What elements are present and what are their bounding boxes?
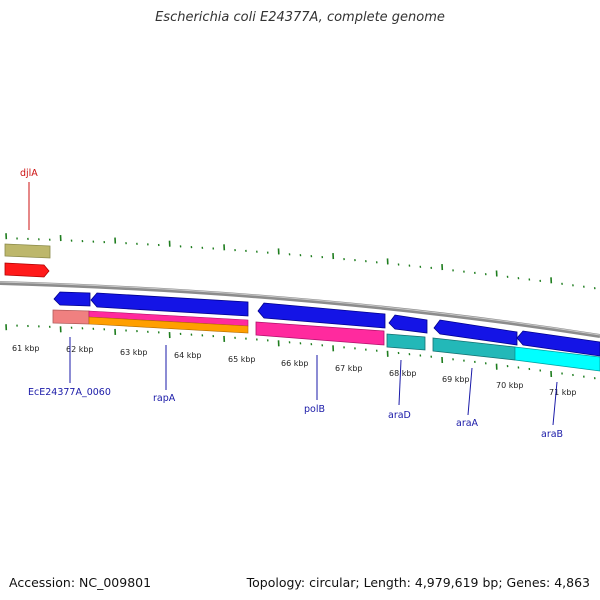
gene-label-araD: araD	[388, 410, 411, 421]
djlA-feature-khaki	[4, 243, 51, 259]
leader-line-araB	[552, 381, 558, 426]
kbp-label: 70 kbp	[496, 381, 524, 390]
cds-arrow-araB	[516, 330, 600, 357]
kbp-label-track: 61 kbp 62 kbp 63 kbp 64 kbp 65 kbp 66 kb…	[12, 344, 577, 397]
feature-salmon	[52, 309, 90, 325]
kbp-label: 68 kbp	[389, 369, 417, 378]
feature-orange-rapA	[88, 316, 249, 334]
inner-tick-track	[5, 324, 596, 380]
gene-label-araA: araA	[456, 418, 479, 429]
kbp-label: 61 kbp	[12, 344, 40, 353]
kbp-label: 66 kbp	[281, 359, 309, 368]
kbp-label: 63 kbp	[120, 348, 148, 357]
gene-label-rapA: rapA	[153, 393, 176, 404]
leader-line-araA	[467, 367, 473, 416]
gene-label-araB: araB	[541, 429, 563, 440]
feature-teal-araD	[386, 333, 426, 351]
gene-label-EcE24377A_0060: EcE24377A_0060	[28, 387, 111, 398]
gene-label-polB: polB	[304, 404, 325, 415]
genome-backbone-highlight	[0, 281, 600, 336]
gene-leader-lines	[28, 182, 558, 426]
gene-label-djlA: djlA	[20, 168, 38, 179]
outer-tick-track	[5, 233, 596, 290]
genome-title: Escherichia coli E24377A, complete genom…	[155, 10, 445, 25]
feature-pink-polB	[255, 321, 385, 346]
kbp-label: 65 kbp	[228, 355, 256, 364]
cds-arrow-polB	[257, 302, 386, 329]
djlA-feature-red	[4, 262, 50, 278]
kbp-label: 71 kbp	[549, 388, 577, 397]
feature-cyan-araB	[514, 346, 600, 372]
kbp-label: 67 kbp	[335, 364, 363, 373]
cds-arrow-rapA	[90, 292, 249, 317]
gene-labels: djlA EcE24377A_0060 rapA polB araD araA …	[20, 168, 563, 440]
cds-arrow	[53, 291, 91, 307]
kbp-label: 69 kbp	[442, 375, 470, 384]
genome-summary: Topology: circular; Length: 4,979,619 bp…	[246, 575, 590, 590]
accession-label: Accession: NC_009801	[9, 575, 152, 590]
leader-line-araD	[398, 359, 402, 406]
kbp-label: 62 kbp	[66, 345, 94, 354]
kbp-label: 64 kbp	[174, 351, 202, 360]
genome-backbone	[0, 281, 600, 338]
cds-arrow-araD	[388, 314, 428, 334]
